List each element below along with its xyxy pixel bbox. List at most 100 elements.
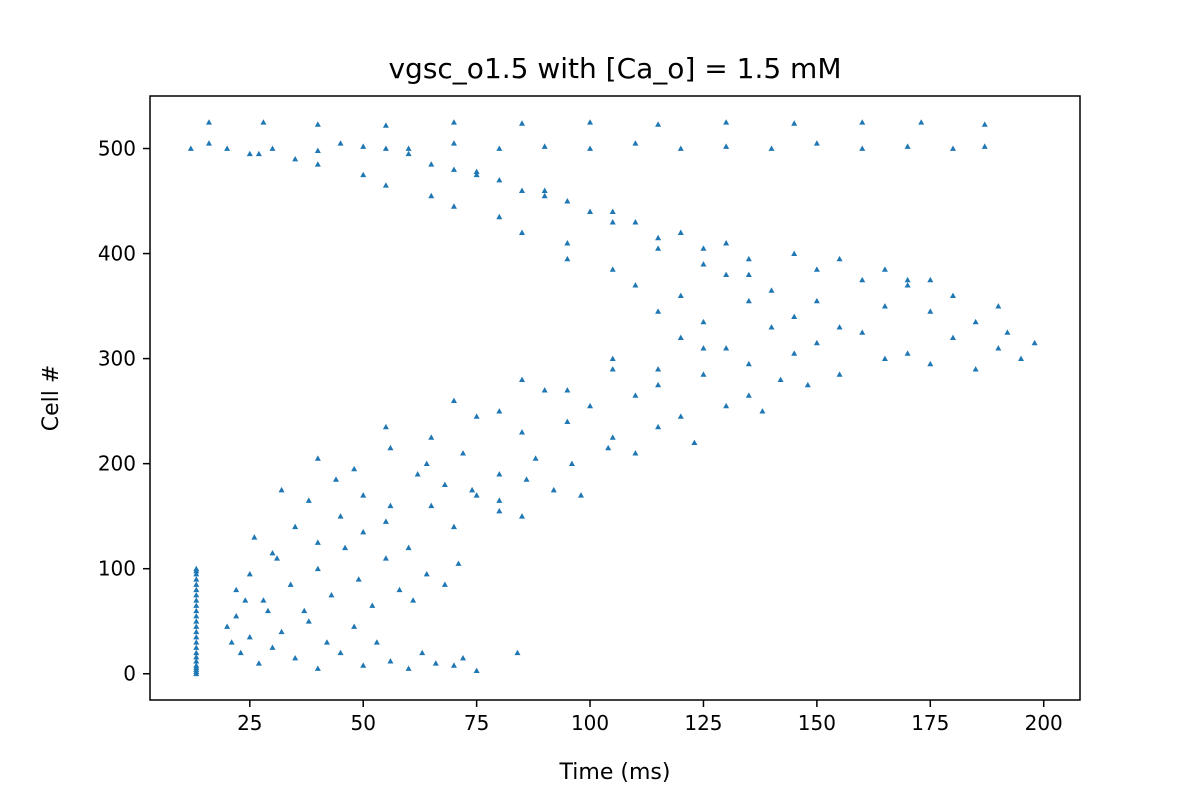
scatter-point (450, 119, 457, 125)
scatter-point (745, 255, 752, 262)
scatter-point (859, 145, 866, 151)
scatter-point (246, 570, 253, 577)
scatter-point (287, 581, 294, 587)
scatter-point (700, 261, 707, 267)
scatter-point (541, 387, 548, 393)
y-axis-ticks: 0 100 200 300 400 500 (98, 137, 150, 686)
scatter-point (655, 381, 662, 388)
scatter-point (382, 555, 389, 561)
scatter-point (255, 150, 262, 157)
scatter-point (904, 350, 911, 356)
scatter-point (587, 402, 594, 409)
scatter-point (414, 471, 421, 477)
scatter-point (432, 660, 439, 666)
scatter-point (405, 544, 412, 551)
scatter-point (337, 649, 344, 656)
scatter-point (587, 208, 594, 214)
scatter-point (881, 266, 888, 272)
scatter-point (193, 668, 200, 675)
x-axis-ticks: 25 50 75 100 125 150 175 200 (237, 700, 1063, 735)
scatter-point (351, 465, 358, 472)
y-tick-label: 100 (98, 557, 136, 581)
scatter-point (242, 597, 249, 603)
scatter-point (301, 607, 308, 614)
scatter-point (193, 602, 200, 608)
scatter-point (193, 618, 200, 624)
scatter-point (655, 423, 662, 430)
scatter-point (410, 597, 417, 603)
scatter-point (677, 292, 684, 298)
scatter-point (609, 266, 616, 272)
scatter-point (314, 121, 321, 127)
scatter-point (813, 297, 820, 304)
scatter-point (605, 444, 612, 451)
x-tick-label: 175 (911, 711, 949, 735)
scatter-point (469, 486, 476, 493)
scatter-point (193, 639, 200, 645)
scatter-point (564, 240, 571, 246)
scatter-point (314, 147, 321, 154)
scatter-point (949, 292, 956, 298)
scatter-point (609, 355, 616, 362)
scatter-point (187, 145, 194, 151)
scatter-point (260, 597, 267, 603)
scatter-point (496, 471, 503, 477)
scatter-point (382, 518, 389, 524)
plot-area-frame (149, 95, 1081, 701)
scatter-point (423, 460, 430, 467)
x-tick-label: 125 (684, 711, 722, 735)
scatter-point (723, 143, 730, 149)
scatter-point (655, 234, 662, 241)
scatter-point (655, 366, 662, 372)
scatter-point (904, 282, 911, 288)
scatter-point (918, 119, 925, 125)
scatter-point (813, 266, 820, 272)
scatter-point (450, 397, 457, 404)
scatter-point (473, 413, 480, 419)
scatter-point (193, 607, 200, 614)
scatter-point (904, 143, 911, 149)
scatter-point (251, 534, 258, 540)
scatter-point (514, 649, 521, 656)
scatter-point (523, 476, 530, 482)
scatter-point (904, 276, 911, 283)
scatter-point (193, 581, 200, 587)
scatter-point (455, 560, 462, 566)
scatter-point (473, 171, 480, 178)
scatter-point (237, 649, 244, 656)
scatter-point (428, 161, 435, 167)
scatter-point (568, 460, 575, 467)
scatter-point (450, 523, 457, 530)
scatter-point (1018, 355, 1025, 362)
scatter-point (387, 444, 394, 451)
scatter-point (305, 497, 312, 503)
scatter-point (233, 586, 240, 593)
scatter-point (768, 145, 775, 151)
scatter-point (269, 549, 276, 556)
scatter-point (255, 660, 262, 666)
scatter-point (632, 140, 639, 146)
scatter-point (355, 576, 362, 582)
scatter-point (777, 376, 784, 383)
scatter-point (360, 662, 367, 668)
scatter-point (314, 565, 321, 572)
scatter-point (405, 665, 412, 671)
scatter-point (655, 308, 662, 314)
scatter-point (677, 334, 684, 340)
scatter-point (292, 156, 299, 162)
scatter-point (995, 303, 1002, 309)
scatter-point (881, 355, 888, 362)
scatter-point (473, 492, 480, 498)
scatter-point (193, 649, 200, 656)
scatter-point (949, 145, 956, 151)
scatter-point (609, 208, 616, 214)
scatter-point (881, 303, 888, 309)
scatter-point (314, 161, 321, 167)
scatter-point (382, 122, 389, 128)
scatter-point (519, 120, 525, 126)
scatter-point (700, 318, 707, 325)
scatter-point (360, 492, 367, 498)
scatter-point (369, 602, 376, 608)
points-layer (187, 119, 1038, 677)
